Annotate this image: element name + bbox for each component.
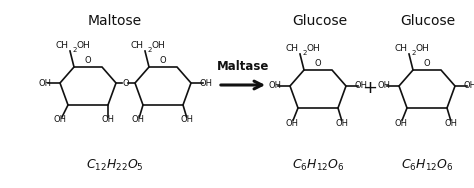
Text: O: O bbox=[315, 59, 321, 68]
Text: Maltose: Maltose bbox=[88, 14, 142, 28]
Text: OH: OH bbox=[285, 118, 299, 127]
Text: +: + bbox=[363, 79, 377, 97]
Text: OH: OH bbox=[77, 41, 91, 50]
Text: OH: OH bbox=[132, 115, 145, 124]
Text: CH: CH bbox=[131, 41, 144, 50]
Text: 2: 2 bbox=[148, 47, 152, 53]
Text: 2: 2 bbox=[303, 50, 307, 56]
Text: CH: CH bbox=[56, 41, 69, 50]
Text: Glucose: Glucose bbox=[292, 14, 347, 28]
Text: OH: OH bbox=[416, 44, 430, 53]
Text: OH: OH bbox=[336, 118, 349, 127]
Text: CH: CH bbox=[286, 44, 299, 53]
Text: O: O bbox=[424, 59, 430, 68]
Text: OH: OH bbox=[101, 115, 115, 124]
Text: OH: OH bbox=[377, 82, 391, 90]
Text: O: O bbox=[122, 80, 129, 89]
Text: CH: CH bbox=[395, 44, 408, 53]
Text: OH: OH bbox=[38, 79, 52, 87]
Text: $C_6H_{12}O_6$: $C_6H_{12}O_6$ bbox=[292, 158, 344, 173]
Text: OH: OH bbox=[445, 118, 458, 127]
Text: Maltase: Maltase bbox=[217, 60, 269, 73]
Text: O: O bbox=[160, 56, 166, 65]
Text: Glucose: Glucose bbox=[401, 14, 456, 28]
Text: OH: OH bbox=[268, 82, 282, 90]
Text: OH: OH bbox=[181, 115, 194, 124]
Text: OH: OH bbox=[54, 115, 67, 124]
Text: OH: OH bbox=[200, 79, 212, 87]
Text: O: O bbox=[85, 56, 91, 65]
Text: OH: OH bbox=[464, 82, 474, 90]
Text: OH: OH bbox=[355, 82, 367, 90]
Text: 2: 2 bbox=[73, 47, 77, 53]
Text: $C_6H_{12}O_6$: $C_6H_{12}O_6$ bbox=[401, 158, 453, 173]
Text: 2: 2 bbox=[412, 50, 416, 56]
Text: OH: OH bbox=[307, 44, 321, 53]
Text: OH: OH bbox=[152, 41, 166, 50]
Text: OH: OH bbox=[394, 118, 408, 127]
Text: $C_{12}H_{22}O_5$: $C_{12}H_{22}O_5$ bbox=[86, 158, 144, 173]
